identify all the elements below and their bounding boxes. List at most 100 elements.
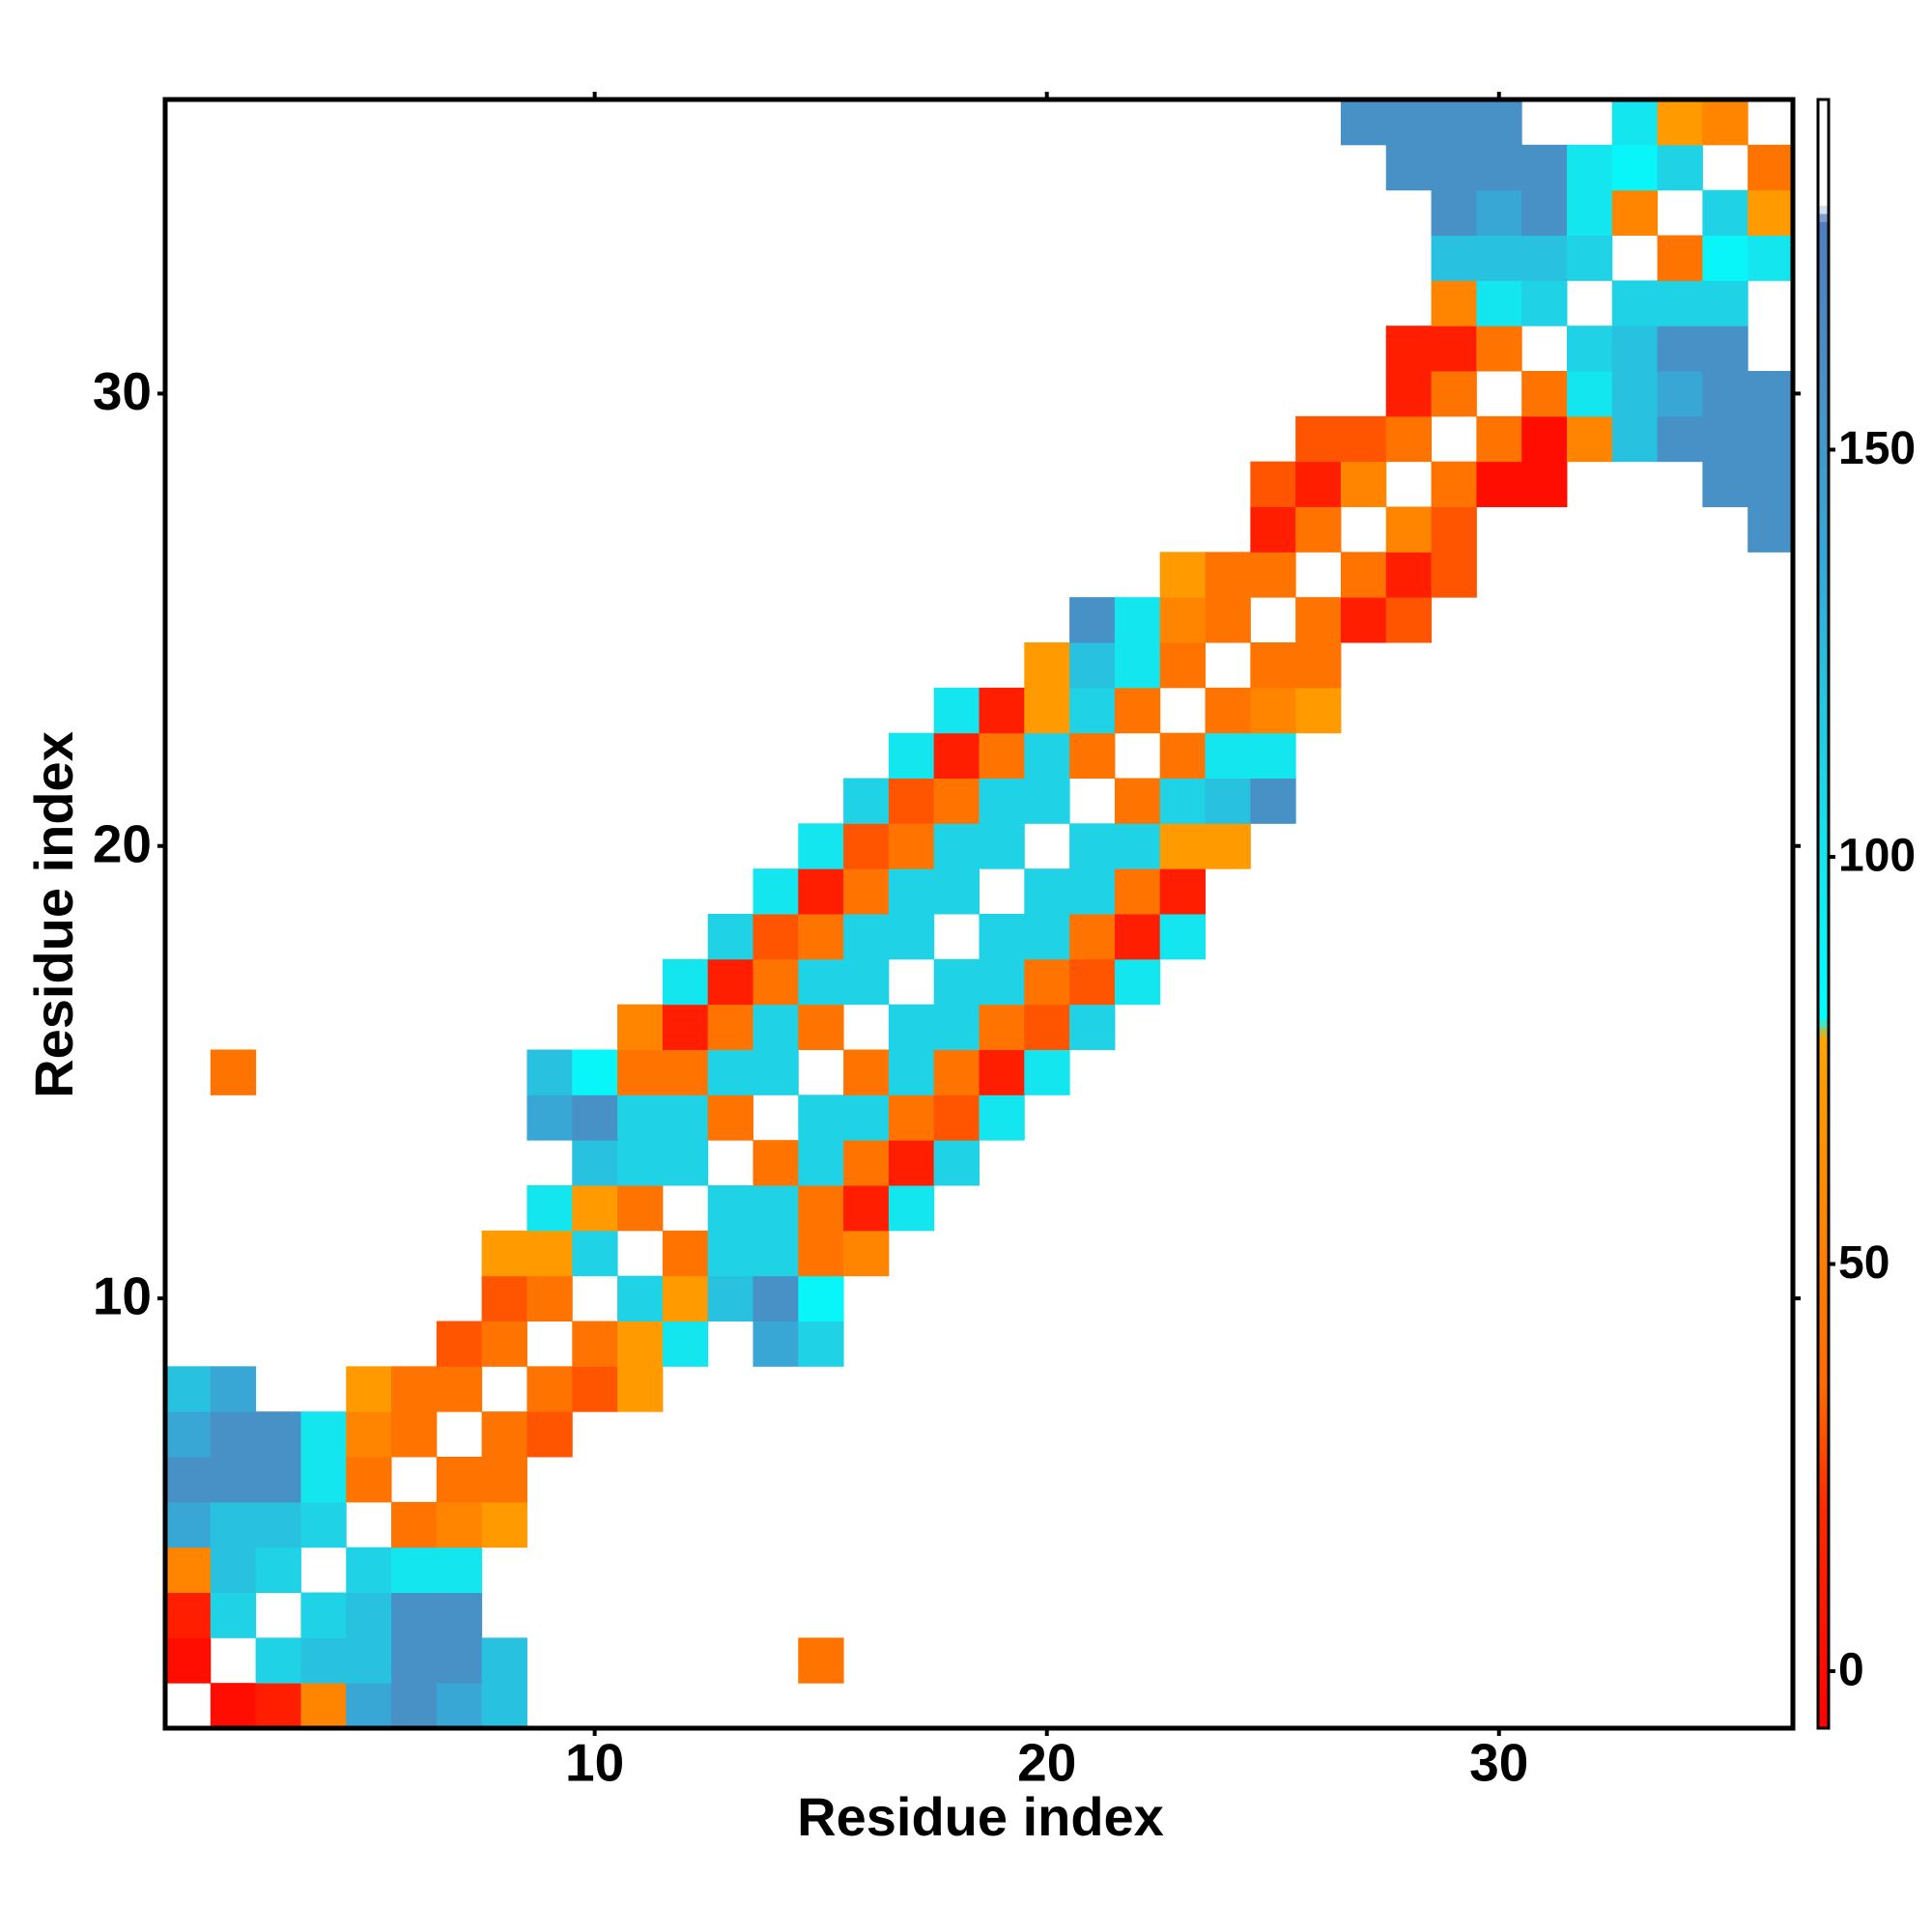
heatmap-cell xyxy=(1476,189,1522,236)
heatmap-cell xyxy=(300,1411,347,1458)
colorbar-swatch xyxy=(1818,1190,1829,1200)
colorbar-swatch xyxy=(1818,571,1829,581)
heatmap-cell xyxy=(1024,914,1070,960)
colorbar-swatch xyxy=(1818,1117,1829,1126)
colorbar-swatch xyxy=(1818,1378,1829,1387)
heatmap-cell xyxy=(1566,189,1613,236)
heatmap-cell xyxy=(1114,958,1161,1006)
colorbar-swatch xyxy=(1818,897,1829,907)
colorbar-swatch xyxy=(1818,1605,1829,1615)
colorbar-swatch xyxy=(1818,1646,1829,1656)
colorbar-swatch xyxy=(1818,1532,1829,1542)
colorbar-swatch xyxy=(1818,1214,1829,1224)
colorbar-swatch xyxy=(1818,352,1829,361)
heatmap-cell xyxy=(1205,597,1251,643)
heatmap-cell xyxy=(1024,642,1070,689)
colorbar-swatch xyxy=(1818,1353,1829,1363)
heatmap-cell xyxy=(753,1185,799,1232)
colorbar-swatch xyxy=(1818,1076,1829,1086)
heatmap-cell xyxy=(662,958,709,1006)
heatmap-cell xyxy=(481,1501,527,1548)
colorbar-tick-label: 50 xyxy=(1838,1237,1889,1289)
heatmap-cell xyxy=(1431,235,1477,281)
colorbar-swatch xyxy=(1818,1630,1829,1639)
heatmap-cell xyxy=(1566,371,1613,417)
colorbar-swatch xyxy=(1818,1280,1829,1290)
heatmap-cell xyxy=(1295,597,1342,643)
heatmap-cell xyxy=(707,1049,753,1095)
heatmap-cell xyxy=(1024,687,1070,734)
colorbar-swatch xyxy=(1818,441,1829,450)
heatmap-cell xyxy=(798,1140,844,1186)
colorbar-swatch xyxy=(1818,824,1829,834)
heatmap-cell xyxy=(1657,235,1703,281)
heatmap-cell xyxy=(753,1049,799,1095)
heatmap-cell xyxy=(1431,99,1477,146)
heatmap-cell xyxy=(436,1683,483,1729)
heatmap-cell xyxy=(888,914,935,960)
colorbar-swatch xyxy=(1818,555,1829,565)
heatmap-cell xyxy=(1295,506,1342,553)
colorbar-swatch xyxy=(1818,164,1829,174)
heatmap-cell xyxy=(481,1230,527,1277)
colorbar-swatch xyxy=(1818,954,1829,964)
colorbar-swatch xyxy=(1818,466,1829,475)
colorbar-swatch xyxy=(1818,710,1829,720)
heatmap-cell xyxy=(391,1592,438,1638)
colorbar-swatch xyxy=(1818,775,1829,784)
heatmap-cell xyxy=(707,1275,753,1321)
colorbar-swatch xyxy=(1818,995,1829,1005)
colorbar-swatch xyxy=(1818,1435,1829,1444)
heatmap-cell xyxy=(436,1457,483,1503)
heatmap-cell xyxy=(1159,597,1207,643)
heatmap-cell xyxy=(1385,415,1433,463)
colorbar-swatch xyxy=(1818,425,1829,435)
colorbar-swatch xyxy=(1818,1199,1829,1208)
heatmap-cell xyxy=(1114,687,1161,734)
colorbar-swatch xyxy=(1818,1442,1829,1452)
heatmap-cell xyxy=(843,1094,890,1141)
colorbar-swatch xyxy=(1818,1271,1829,1281)
heatmap-cell xyxy=(979,1004,1025,1050)
heatmap-cell xyxy=(1295,415,1342,463)
colorbar-swatch xyxy=(1818,1239,1829,1249)
heatmap-cell xyxy=(1340,99,1387,146)
heatmap-cell xyxy=(1024,1049,1070,1095)
colorbar-swatch xyxy=(1818,156,1829,165)
colorbar-swatch xyxy=(1818,1662,1829,1672)
colorbar-swatch xyxy=(1818,946,1829,955)
heatmap-cell xyxy=(165,1501,212,1548)
heatmap-cell xyxy=(888,732,935,779)
colorbar-swatch xyxy=(1818,457,1829,467)
colorbar-swatch xyxy=(1818,343,1829,353)
colorbar-swatch xyxy=(1818,1182,1829,1192)
colorbar-swatch xyxy=(1818,889,1829,898)
colorbar-swatch xyxy=(1818,718,1829,727)
colorbar-swatch xyxy=(1818,938,1829,948)
heatmap-cell xyxy=(572,1049,618,1095)
colorbar-swatch xyxy=(1818,319,1829,328)
heatmap-cell xyxy=(1747,415,1794,463)
heatmap-cell xyxy=(346,1547,392,1593)
colorbar-swatch xyxy=(1818,1247,1829,1257)
heatmap-cell xyxy=(255,1501,301,1548)
colorbar-swatch xyxy=(1818,1451,1829,1461)
heatmap-cell xyxy=(481,1637,527,1684)
colorbar-swatch xyxy=(1818,1385,1829,1395)
heatmap-cell xyxy=(617,1094,664,1141)
colorbar-swatch xyxy=(1818,1565,1829,1575)
colorbar-swatch xyxy=(1818,1231,1829,1240)
colorbar-swatch xyxy=(1818,1256,1829,1264)
heatmap-cell xyxy=(1250,552,1296,598)
heatmap-cell xyxy=(1159,868,1207,915)
heatmap-cell xyxy=(255,1683,301,1729)
colorbar-swatch xyxy=(1818,1712,1829,1721)
colorbar-swatch xyxy=(1818,1484,1829,1493)
heatmap-cell xyxy=(210,1501,257,1548)
heatmap-cell xyxy=(1159,732,1207,779)
colorbar-swatch xyxy=(1818,922,1829,931)
heatmap-cell xyxy=(1476,326,1522,372)
colorbar-swatch xyxy=(1818,1100,1829,1110)
